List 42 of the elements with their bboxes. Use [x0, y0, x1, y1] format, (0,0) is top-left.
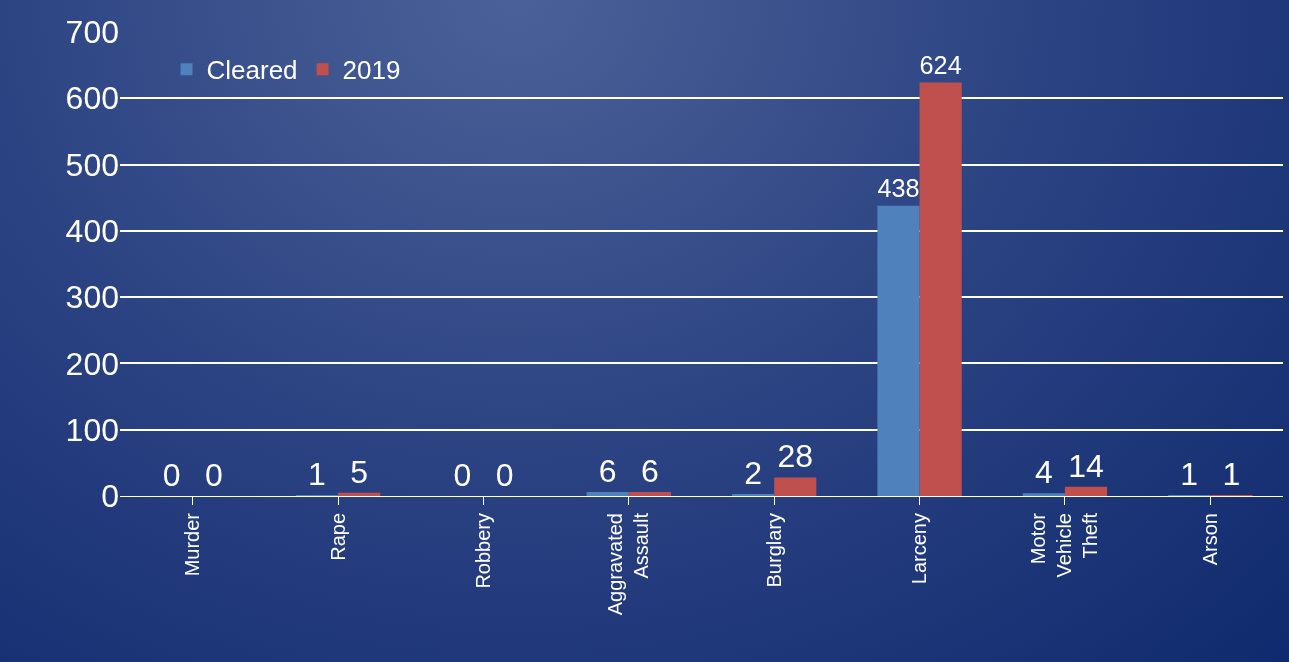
y-tick-label: 200: [65, 345, 119, 382]
x-tick-label: Burglary: [762, 513, 785, 588]
y-tick-label: 700: [65, 14, 119, 51]
data-label: 1: [308, 456, 326, 492]
data-label: 1: [1180, 456, 1199, 492]
x-tick-label: Robbery: [471, 513, 494, 589]
x-tick-label: Murder: [181, 512, 204, 577]
y-tick-label: 100: [65, 411, 119, 448]
data-label: 1: [1222, 456, 1241, 492]
data-label: 28: [777, 438, 814, 475]
x-tick-label: Larceny: [908, 513, 931, 585]
bar: [338, 492, 381, 496]
data-label: 0: [453, 457, 472, 493]
bar: [919, 82, 962, 496]
bar: [586, 492, 629, 496]
bar: [1064, 486, 1108, 496]
bar: [1022, 493, 1065, 496]
y-tick-label: 500: [65, 146, 119, 183]
data-label: 0: [162, 457, 181, 493]
bar: [774, 477, 817, 496]
data-label: 0: [495, 457, 514, 493]
bar: [628, 492, 671, 496]
data-label: 14: [1068, 447, 1104, 484]
data-label: 6: [598, 453, 617, 490]
y-tick-label: 600: [65, 80, 119, 117]
data-label: 4: [1034, 454, 1053, 491]
legend-label: Cleared: [206, 55, 298, 86]
x-tick-label: Motor Vehicle Theft: [1027, 512, 1102, 578]
data-label: 6: [640, 453, 659, 490]
x-tick-label: Arson: [1198, 513, 1221, 566]
data-label: 2: [744, 455, 763, 491]
bar: [877, 205, 920, 496]
legend-label: 2019: [342, 55, 401, 86]
data-label: 624: [919, 50, 962, 79]
x-tick-label: Rape: [326, 513, 349, 561]
data-label: 0: [204, 457, 223, 493]
y-tick-label: 400: [65, 213, 119, 250]
data-label: 5: [350, 453, 369, 490]
y-tick-label: 0: [101, 478, 119, 515]
y-tick-label: 300: [65, 279, 119, 316]
x-tick-label: Aggravated Assault: [604, 512, 653, 616]
data-label: 438: [877, 174, 920, 203]
